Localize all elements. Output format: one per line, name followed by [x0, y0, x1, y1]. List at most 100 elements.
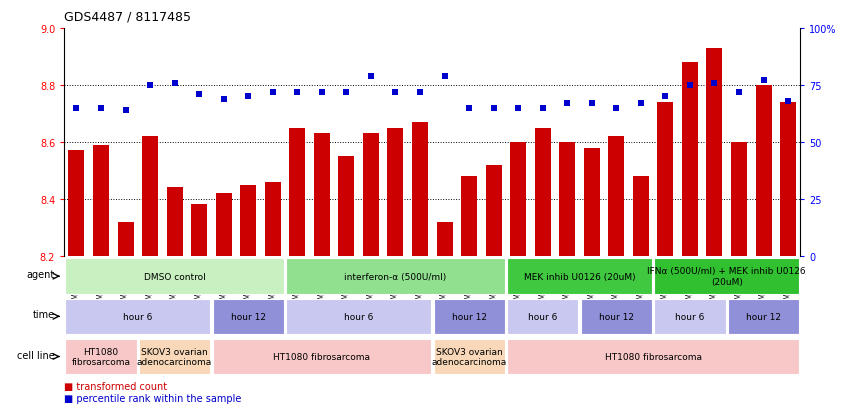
Point: [193, 91, 206, 98]
Text: hour 6: hour 6: [528, 312, 557, 321]
Text: hour 12: hour 12: [231, 312, 265, 321]
Point: [119, 107, 133, 114]
Point: [389, 89, 402, 96]
Text: hour 12: hour 12: [746, 312, 781, 321]
Bar: [363, 134, 379, 256]
Point: [168, 80, 181, 87]
Point: [511, 105, 525, 112]
Bar: [461, 176, 477, 256]
Bar: [142, 137, 158, 256]
Bar: [731, 142, 747, 256]
Point: [143, 82, 157, 89]
Text: hour 12: hour 12: [452, 312, 486, 321]
Bar: [756, 85, 771, 256]
Bar: [412, 123, 428, 256]
Point: [217, 96, 230, 102]
Bar: [167, 188, 182, 256]
Bar: [241, 185, 256, 256]
Bar: [65, 259, 284, 294]
Point: [413, 89, 427, 96]
Bar: [433, 339, 505, 374]
Point: [462, 105, 476, 112]
Bar: [510, 142, 526, 256]
Bar: [433, 299, 505, 334]
Bar: [286, 259, 505, 294]
Bar: [117, 222, 134, 256]
Bar: [580, 299, 652, 334]
Bar: [437, 222, 453, 256]
Text: interferon-α (500U/ml): interferon-α (500U/ml): [344, 272, 447, 281]
Point: [732, 89, 746, 96]
Point: [437, 73, 451, 80]
Point: [290, 89, 304, 96]
Point: [241, 94, 255, 100]
Bar: [289, 128, 306, 256]
Point: [69, 105, 83, 112]
Bar: [338, 157, 354, 256]
Point: [487, 105, 501, 112]
Text: agent: agent: [27, 270, 55, 280]
Bar: [559, 142, 575, 256]
Bar: [65, 299, 211, 334]
Point: [94, 105, 108, 112]
Text: HT1080 fibrosarcoma: HT1080 fibrosarcoma: [604, 352, 702, 361]
Point: [683, 82, 697, 89]
Bar: [265, 182, 281, 256]
Bar: [682, 63, 698, 256]
Bar: [212, 339, 431, 374]
Bar: [216, 194, 232, 256]
Text: SKOV3 ovarian
adenocarcinoma: SKOV3 ovarian adenocarcinoma: [137, 347, 212, 366]
Text: HT1080
fibrosarcoma: HT1080 fibrosarcoma: [72, 347, 130, 366]
Text: hour 12: hour 12: [599, 312, 633, 321]
Point: [536, 105, 550, 112]
Point: [634, 100, 648, 107]
Bar: [388, 128, 403, 256]
Bar: [286, 299, 431, 334]
Text: ■ percentile rank within the sample: ■ percentile rank within the sample: [64, 393, 241, 403]
Point: [609, 105, 623, 112]
Point: [658, 94, 672, 100]
Bar: [507, 339, 800, 374]
Bar: [654, 299, 726, 334]
Text: GDS4487 / 8117485: GDS4487 / 8117485: [64, 10, 191, 23]
Bar: [728, 299, 800, 334]
Text: DMSO control: DMSO control: [144, 272, 205, 281]
Bar: [212, 299, 284, 334]
Text: hour 6: hour 6: [123, 312, 152, 321]
Point: [585, 100, 598, 107]
Text: SKOV3 ovarian
adenocarcinoma: SKOV3 ovarian adenocarcinoma: [431, 347, 507, 366]
Point: [708, 80, 722, 87]
Bar: [654, 259, 800, 294]
Point: [561, 100, 574, 107]
Text: hour 6: hour 6: [675, 312, 704, 321]
Text: IFNα (500U/ml) + MEK inhib U0126
(20uM): IFNα (500U/ml) + MEK inhib U0126 (20uM): [647, 267, 806, 286]
Bar: [139, 339, 211, 374]
Bar: [535, 128, 550, 256]
Point: [266, 89, 280, 96]
Bar: [507, 259, 652, 294]
Text: HT1080 fibrosarcoma: HT1080 fibrosarcoma: [273, 352, 371, 361]
Text: hour 6: hour 6: [344, 312, 373, 321]
Bar: [314, 134, 330, 256]
Text: time: time: [33, 310, 55, 320]
Bar: [191, 205, 207, 256]
Point: [315, 89, 329, 96]
Point: [757, 78, 770, 84]
Bar: [93, 145, 109, 256]
Bar: [584, 148, 600, 256]
Bar: [65, 339, 137, 374]
Bar: [68, 151, 85, 256]
Bar: [633, 176, 649, 256]
Bar: [780, 103, 796, 256]
Bar: [657, 103, 674, 256]
Bar: [485, 165, 502, 256]
Point: [340, 89, 354, 96]
Point: [782, 98, 795, 105]
Bar: [706, 49, 722, 256]
Text: MEK inhib U0126 (20uM): MEK inhib U0126 (20uM): [524, 272, 635, 281]
Point: [364, 73, 377, 80]
Text: ■ transformed count: ■ transformed count: [64, 382, 167, 392]
Bar: [507, 299, 579, 334]
Bar: [609, 137, 624, 256]
Text: cell line: cell line: [17, 350, 55, 360]
